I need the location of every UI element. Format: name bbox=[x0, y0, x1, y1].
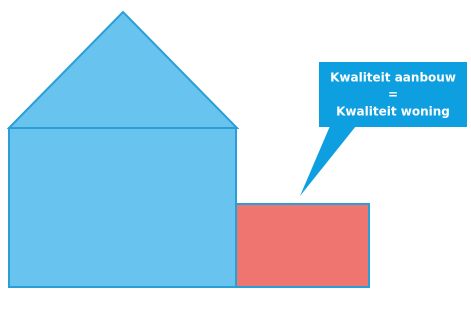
page: Kwaliteit aanbouw = Kwaliteit woning (()… bbox=[0, 0, 471, 318]
callout-line: = bbox=[388, 88, 398, 102]
roof bbox=[9, 12, 237, 128]
callout-line: Kwaliteit aanbouw bbox=[330, 71, 456, 85]
callout-line: Kwaliteit woning bbox=[336, 105, 450, 119]
house-body bbox=[9, 128, 236, 287]
extension bbox=[236, 204, 369, 287]
diagram: Kwaliteit aanbouw = Kwaliteit woning bbox=[0, 0, 471, 318]
callout-pointer bbox=[300, 126, 356, 196]
